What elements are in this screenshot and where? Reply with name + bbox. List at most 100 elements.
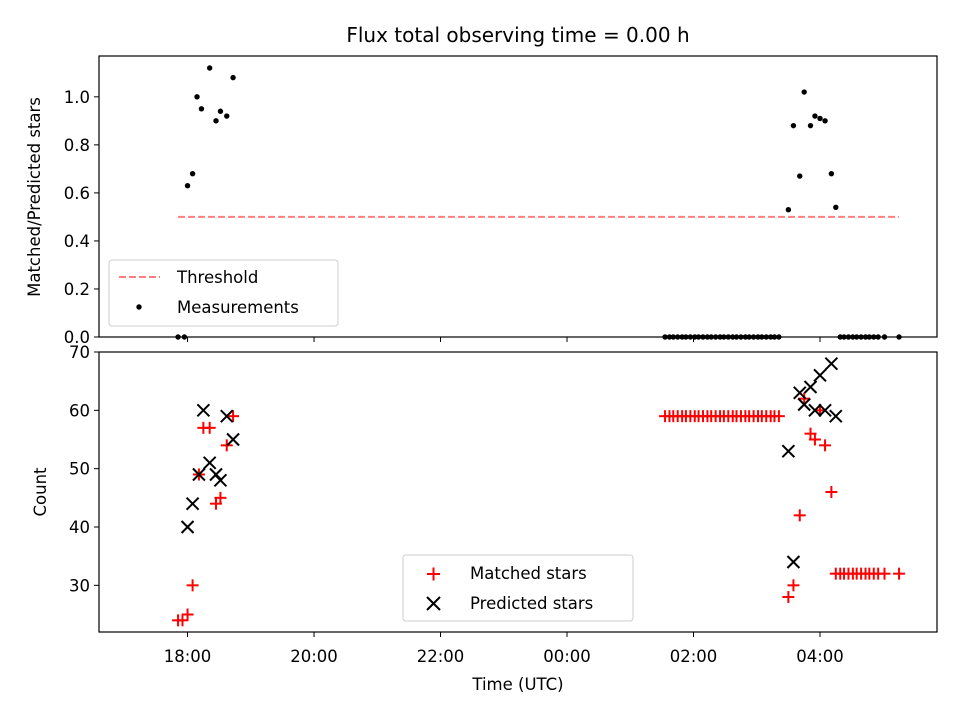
- x-tick-label: 20:00: [290, 647, 338, 666]
- predicted-star-point: [824, 356, 839, 371]
- measurement-point: [175, 334, 181, 340]
- measurement-point: [881, 334, 888, 340]
- predicted-star-point: [829, 409, 843, 423]
- legend-measurements-label: Measurements: [177, 298, 299, 317]
- measurement-point: [217, 108, 224, 114]
- measurement-point: [700, 334, 706, 340]
- measurement-point: [708, 334, 714, 340]
- top-x-ticks: [187, 337, 821, 342]
- predicted-stars-layer: [180, 356, 843, 569]
- matched-star-point: [878, 567, 891, 580]
- measurement-point: [797, 173, 803, 179]
- matched-star-point: [787, 579, 800, 592]
- bottom-legend: Matched stars Predicted stars: [402, 554, 634, 622]
- matched-star-point: [181, 608, 194, 621]
- measurement-point: [679, 334, 685, 340]
- matched-star-point: [220, 439, 233, 452]
- measurement-point: [896, 334, 902, 340]
- measurement-point: [687, 334, 694, 340]
- measurement-point: [755, 334, 761, 340]
- measurement-point: [742, 334, 749, 340]
- bottom-y-tick-label: 50: [69, 460, 90, 479]
- x-tick-label: 22:00: [417, 647, 465, 666]
- measurement-point: [785, 207, 792, 213]
- measurement-point: [670, 334, 676, 340]
- measurement-point: [866, 334, 873, 340]
- predicted-star-point: [813, 368, 827, 383]
- measurement-point: [817, 115, 823, 122]
- matched-star-point: [214, 491, 227, 504]
- top-y-tick-label: 0.0: [64, 328, 90, 347]
- top-panel: 0.0 0.2 0.4 0.6 0.8 1.0 Matched/Predicted sta…: [25, 55, 938, 347]
- bottom-y-axis-label: Count: [31, 467, 50, 517]
- predicted-star-point: [202, 456, 217, 470]
- measurement-point: [194, 94, 200, 100]
- legend-matched-label: Matched stars: [470, 564, 587, 583]
- matched-star-point: [808, 433, 821, 446]
- predicted-star-point: [220, 409, 234, 423]
- predicted-star-point: [808, 403, 822, 418]
- measurement-point: [683, 334, 689, 340]
- measurement-point: [224, 113, 230, 119]
- bottom-panel: 30 40 50 60 70 18:00 20:00 22:00 00:00 02:00 04:0…: [31, 343, 938, 694]
- matched-star-point: [893, 567, 906, 580]
- top-y-axis-label: Matched/Predicted stars: [25, 97, 44, 297]
- predicted-star-point: [797, 397, 811, 412]
- measurement-point: [862, 334, 869, 340]
- measurement-point: [822, 118, 828, 124]
- measurement-point: [733, 334, 740, 340]
- top-y-tick-label: 0.8: [64, 136, 90, 155]
- measurement-point: [712, 334, 719, 340]
- legend-predicted-label: Predicted stars: [470, 594, 593, 613]
- bottom-y-tick-label: 70: [69, 343, 90, 362]
- measurement-point: [662, 334, 668, 340]
- legend-threshold-label: Threshold: [176, 268, 258, 287]
- matched-star-point: [825, 486, 838, 498]
- measurement-point: [206, 65, 213, 71]
- predicted-star-point: [781, 444, 796, 458]
- measurement-point: [871, 334, 877, 340]
- top-y-ticks: 0.0 0.2 0.4 0.6 0.8 1.0: [64, 88, 99, 347]
- top-y-tick-label: 0.2: [64, 280, 90, 299]
- measurement-point: [230, 74, 236, 81]
- measurement-point: [767, 334, 774, 340]
- predicted-star-point: [213, 473, 228, 488]
- predicted-star-point: [818, 403, 832, 418]
- predicted-star-point: [185, 496, 200, 511]
- x-tick-label: 00:00: [543, 647, 591, 666]
- top-y-tick-label: 0.4: [64, 232, 90, 251]
- matched-star-point: [819, 439, 832, 452]
- predicted-legend-swatch: [426, 596, 441, 611]
- measurement-point: [704, 334, 711, 340]
- top-axes-frame: [98, 55, 938, 338]
- measurement-point: [858, 334, 864, 340]
- predicted-star-point: [180, 520, 195, 534]
- x-tick-label: 04:00: [796, 647, 844, 666]
- matched-star-point: [186, 579, 199, 592]
- matched-star-point: [203, 421, 216, 434]
- top-y-tick-label: 1.0: [64, 88, 90, 107]
- predicted-star-point: [196, 403, 211, 418]
- measurement-point: [801, 89, 807, 95]
- predicted-star-point: [793, 386, 807, 400]
- matched-star-point: [176, 614, 189, 627]
- matched-legend-swatch: [427, 567, 440, 581]
- x-tick-label: 02:00: [670, 647, 718, 666]
- predicted-star-point: [803, 380, 818, 394]
- measurement-point: [746, 334, 752, 340]
- measurement-point: [666, 334, 673, 340]
- bottom-x-ticks: 18:00 20:00 22:00 00:00 02:00 04:00: [164, 632, 844, 666]
- measurement-point: [853, 334, 860, 340]
- bottom-y-ticks: 30 40 50 60 70: [69, 343, 99, 595]
- measurement-point: [198, 106, 205, 112]
- measurement-point: [750, 334, 757, 340]
- measurement-point: [841, 334, 847, 340]
- measurement-point: [845, 334, 852, 340]
- measurement-point: [730, 334, 736, 340]
- predicted-star-point: [192, 467, 206, 482]
- measurement-point: [759, 334, 765, 340]
- measurement-point: [875, 334, 881, 340]
- matched-star-point: [793, 509, 806, 522]
- measurement-point: [738, 334, 744, 340]
- measurement-point: [771, 334, 778, 340]
